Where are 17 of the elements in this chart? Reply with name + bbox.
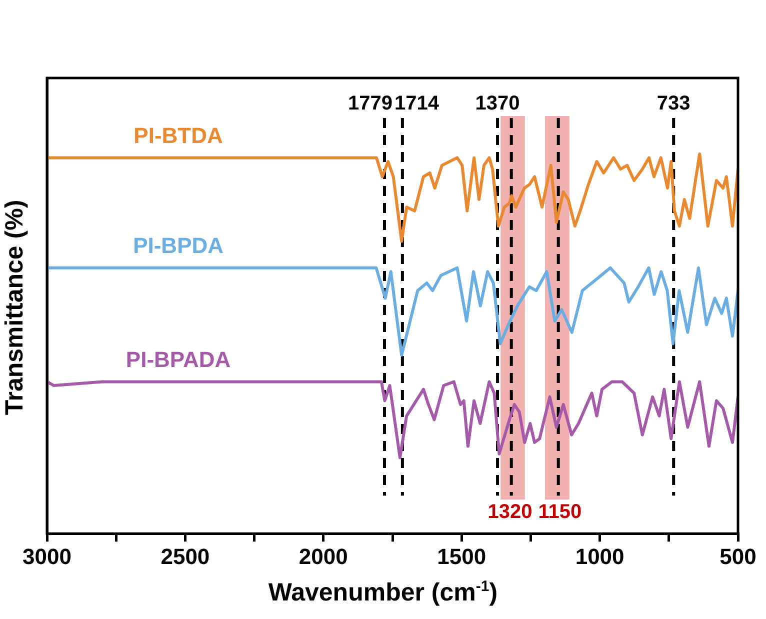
ref-line-label: 1370 <box>475 92 520 115</box>
ref-line-label: 1779 <box>348 92 392 115</box>
x-tick-label: 1000 <box>575 544 624 569</box>
band-label: 1150 <box>538 501 582 524</box>
series-label: PI-BPDA <box>133 232 224 258</box>
ref-line-label: 733 <box>656 92 690 115</box>
y-axis-title: Transmittance (%) <box>0 198 30 418</box>
x-tick-label: 500 <box>720 544 756 569</box>
x-tick-label: 2500 <box>160 544 210 569</box>
ref-line-label: 1714 <box>394 92 440 115</box>
band-label: 1320 <box>488 501 532 524</box>
series-label: PI-BPADA <box>126 346 231 372</box>
x-tick-label: 2000 <box>298 544 348 569</box>
x-tick-label: 1500 <box>437 544 486 569</box>
x-axis-title: Wavenumber (cm$^{-1}$) <box>267 578 499 608</box>
series-label: PI-BTDA <box>134 122 224 148</box>
x-tick-label: 3000 <box>22 544 72 569</box>
